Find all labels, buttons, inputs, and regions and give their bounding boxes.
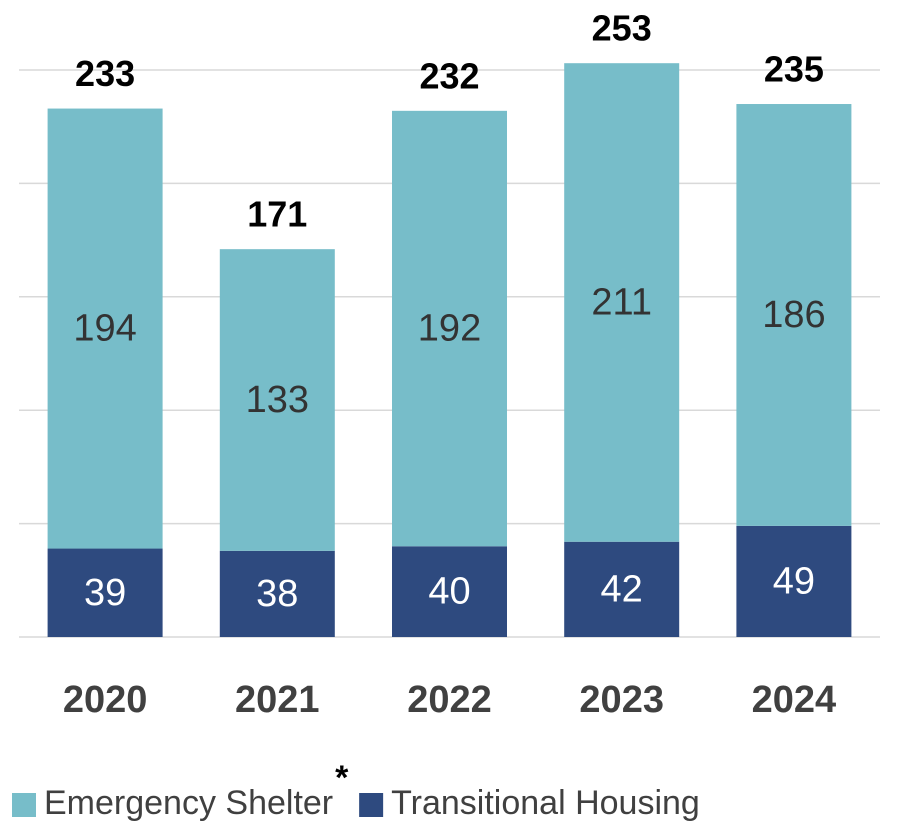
data-label: 211: [591, 282, 652, 324]
x-tick-label: 2021: [235, 679, 320, 721]
bar-segment: [564, 541, 680, 637]
data-label: 42: [601, 568, 643, 610]
bar-segment: [564, 63, 680, 542]
total-label: 171: [247, 194, 307, 235]
data-label: 40: [428, 571, 470, 613]
x-tick-label: 2024: [752, 679, 837, 721]
legend-swatch: [359, 793, 384, 817]
bar-segment: [392, 110, 507, 547]
data-label: 38: [256, 573, 298, 615]
data-label: 39: [84, 572, 126, 614]
bar-segment: [736, 525, 852, 637]
x-tick-label: 2022: [407, 679, 492, 721]
bar-segment: [736, 104, 852, 526]
bar-segment: [47, 548, 163, 637]
data-label: 133: [246, 379, 309, 421]
x-tick-label: 2023: [579, 679, 664, 721]
data-label: 186: [762, 294, 825, 336]
total-label: 232: [419, 55, 479, 96]
bar-segment: [219, 550, 335, 637]
data-label: 194: [73, 308, 136, 350]
bar-segment: [392, 546, 507, 637]
annotation: *: [335, 759, 349, 797]
total-label: 235: [764, 49, 824, 90]
bar-segment: [219, 249, 335, 551]
x-tick-label: 2020: [63, 679, 148, 721]
legend-label: Transitional Housing: [391, 784, 700, 822]
data-label: 49: [773, 560, 815, 602]
legend-label: Emergency Shelter: [44, 784, 333, 822]
total-label: 253: [592, 8, 652, 49]
legend-swatch: [12, 793, 36, 817]
bar-segment: [47, 108, 163, 549]
total-label: 233: [75, 53, 135, 94]
data-label: 192: [418, 308, 481, 350]
